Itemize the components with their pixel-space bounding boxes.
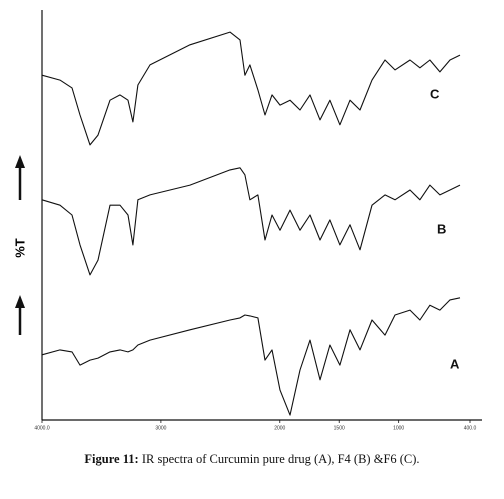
y-axis-label: %T xyxy=(12,238,27,258)
series-label: C xyxy=(430,86,440,101)
x-tick-label: 3000 xyxy=(155,425,166,431)
arrow-upper xyxy=(15,155,25,200)
spectrum-trace xyxy=(41,167,461,276)
series-label: B xyxy=(437,221,446,236)
spectrum-trace xyxy=(41,31,461,146)
spectrum-trace xyxy=(41,297,461,416)
x-tick-label: 2000 xyxy=(274,425,285,431)
x-tick-label: 400.0 xyxy=(464,425,477,431)
caption: Figure 11: IR spectra of Curcumin pure d… xyxy=(84,452,419,466)
x-tick-label: 1500 xyxy=(334,425,345,431)
series-label: A xyxy=(450,356,460,371)
arrow-lower xyxy=(15,295,25,335)
caption-text: IR spectra of Curcumin pure drug (A), F4… xyxy=(139,452,420,466)
x-tick-label: 4000.0 xyxy=(34,425,50,431)
caption-label: Figure 11: xyxy=(84,452,138,466)
x-tick-label: 1000 xyxy=(393,425,404,431)
